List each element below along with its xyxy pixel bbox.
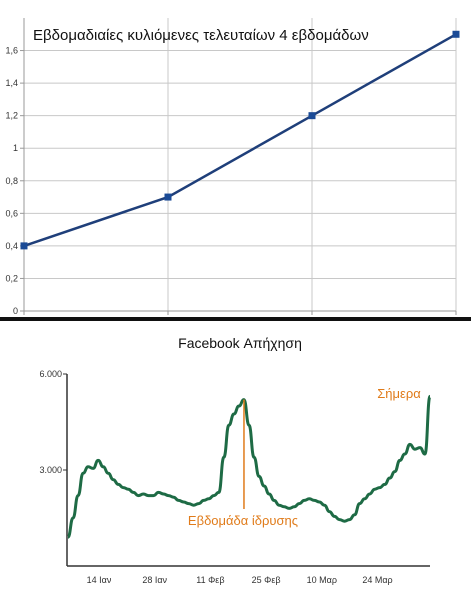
x-tick-label: 24 Μαρ [362,575,392,585]
today-annotation-label: Σήμερα [377,386,421,401]
data-point-marker [20,242,28,250]
chart-weekly: 0 0,2 0,4 0,6 0,8 1 1,2 1,4 1,6 Εβδομαδιαίες κυλ… [5,18,460,316]
x-tick-label: 28 Ιαν [142,575,167,585]
chart-separator [0,317,471,321]
chart-facebook-axes [63,373,430,567]
x-tick-label: 14 Ιαν [87,575,112,585]
y-tick-label: 0,2 [5,273,18,283]
x-tick-label: 25 Φεβ [252,575,281,585]
x-tick-label: 10 Μαρ [307,575,337,585]
chart-weekly-title: Εβδομαδιαίες κυλιόμενες τελευταίων 4 εβδ… [33,27,369,44]
chart-weekly-axes [20,18,457,315]
chart-facebook: Facebook Απήχηση 3.000 6.000 14 Ιαν 28 Ιαν… [39,335,432,585]
x-tick-label: 11 Φεβ [196,575,224,585]
y-tick-label: 0,8 [5,176,18,186]
chart-weekly-y-ticks: 0 0,2 0,4 0,6 0,8 1 1,2 1,4 1,6 [5,46,18,316]
data-point-marker [308,112,316,120]
chart-weekly-series [20,30,460,250]
y-tick-label: 1,6 [5,46,18,56]
y-tick-label: 6.000 [39,369,62,379]
y-tick-label: 1,2 [5,111,18,121]
series-line [23,33,457,248]
data-point-marker [452,30,460,38]
y-tick-label: 0 [13,306,18,316]
peak-annotation-label: Εβδομάδα ίδρυσης [188,513,298,528]
chart-facebook-y-ticks: 3.000 6.000 [39,369,62,475]
chart-facebook-series [66,394,432,539]
y-tick-label: 1,4 [5,78,18,88]
y-tick-label: 1 [13,143,18,153]
y-tick-label: 3.000 [39,465,62,475]
data-point-marker [164,193,172,201]
series-line [66,394,432,539]
chart-facebook-title: Facebook Απήχηση [178,335,302,351]
chart-facebook-x-ticks: 14 Ιαν 28 Ιαν 11 Φεβ 25 Φεβ 10 Μαρ 24 Μαρ [87,575,393,585]
y-tick-label: 0,6 [5,208,18,218]
y-tick-label: 0,4 [5,241,18,251]
